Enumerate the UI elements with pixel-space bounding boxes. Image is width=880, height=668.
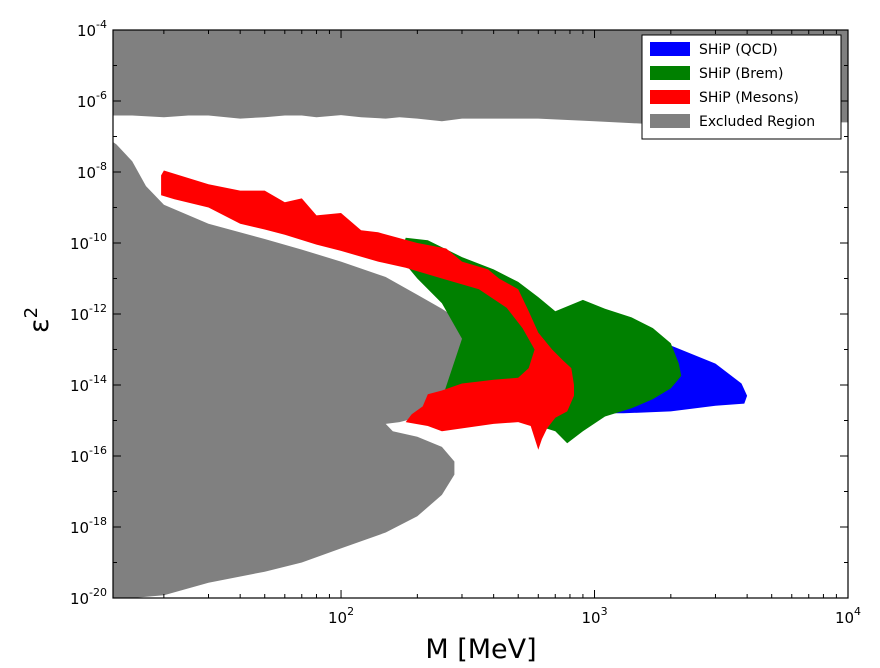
x-tick-label: 102 [328,605,354,627]
y-tick-label: 10-8 [77,160,107,182]
y-tick-label: 10-20 [70,586,107,608]
legend-swatch [650,90,690,104]
y-tick-label: 10-14 [70,373,107,395]
y-axis-title-base: ε [24,318,55,333]
legend-swatch [650,114,690,128]
ticks-layer: 10-20 10-18 10-16 10-14 10-12 10-10 10-8 10-6 10… [70,18,861,627]
legend-label: SHiP (Brem) [699,66,783,82]
legend-label: SHiP (QCD) [699,42,778,58]
region-ship-mesons-0 [161,170,574,450]
legend-swatch [650,66,690,80]
y-tick-label: 10-16 [70,444,107,466]
y-axis-title: ε2 [21,307,55,333]
y-tick-label: 10-12 [70,302,107,324]
y-tick-label: 10-4 [77,18,107,40]
y-tick-label: 10-18 [70,515,107,537]
x-axis-title: M [MeV] [425,634,536,665]
legend-swatch [650,42,690,56]
legend-label: SHiP (Mesons) [699,90,799,106]
x-tick-label: 104 [835,605,861,627]
legend: SHiP (QCD) SHiP (Brem) SHiP (Mesons) Exclud… [641,34,842,140]
y-axis-title-exp: 2 [21,307,42,318]
y-tick-label: 10-10 [70,231,107,253]
y-tick-label: 10-6 [77,89,107,111]
x-tick-label: 103 [581,605,607,627]
region-excluded-region-1 [113,142,535,598]
legend-label: Excluded Region [699,114,815,130]
